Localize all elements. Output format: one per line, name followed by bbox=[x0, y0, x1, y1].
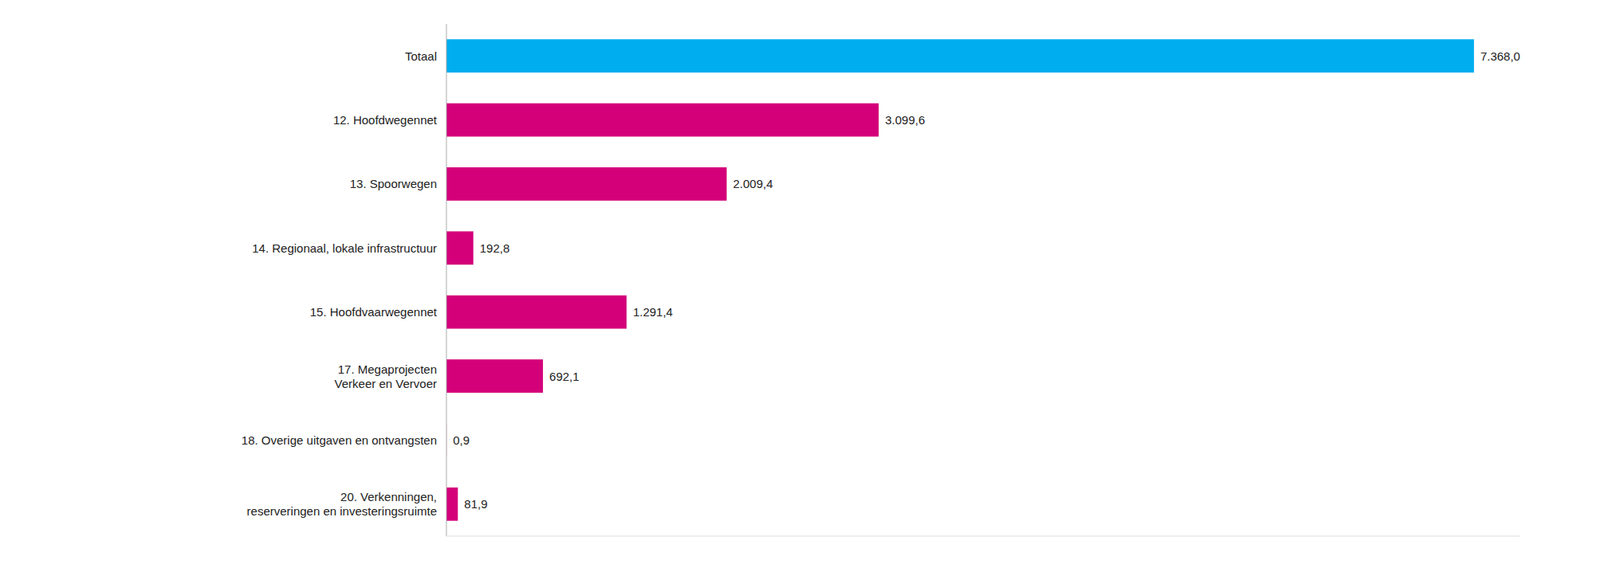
bar bbox=[446, 231, 474, 265]
category-label: 14. Regionaal, lokale infrastructuur bbox=[251, 241, 437, 256]
category-label: Totaal bbox=[404, 49, 437, 63]
data-label: 3.099,6 bbox=[884, 113, 925, 127]
data-label: 7.368,0 bbox=[1480, 49, 1521, 63]
bar bbox=[446, 167, 728, 201]
data-label: 81,9 bbox=[463, 497, 488, 512]
category-label-line: reserveringen en investeringsruimte bbox=[247, 504, 437, 519]
category-label: 13. Spoorwegen bbox=[349, 176, 437, 191]
category-label-line: Verkeer en Vervoer bbox=[334, 377, 437, 391]
category-label: 20. Verkenningen,reserveringen en invest… bbox=[247, 490, 437, 519]
category-label-line: 13. Spoorwegen bbox=[349, 176, 437, 191]
category-label: 18. Overige uitgaven en ontvangsten bbox=[241, 433, 437, 448]
chart: Totaal 7.368,0 12. Hoofdwegennet 3.099,6 13.… bbox=[0, 0, 1600, 568]
bars bbox=[446, 39, 1475, 521]
labels: Totaal 7.368,0 12. Hoofdwegennet 3.099,6 13.… bbox=[241, 49, 1521, 519]
category-label: 17. MegaprojectenVerkeer en Vervoer bbox=[334, 362, 437, 391]
category-label-line: 14. Regionaal, lokale infrastructuur bbox=[251, 241, 437, 256]
category-label-line: 18. Overige uitgaven en ontvangsten bbox=[241, 433, 437, 448]
bar bbox=[446, 359, 543, 394]
bar bbox=[446, 103, 879, 138]
data-label: 192,8 bbox=[479, 241, 511, 256]
bar bbox=[446, 39, 1475, 73]
bar bbox=[446, 295, 627, 330]
category-label: 15. Hoofdvaarwegennet bbox=[310, 305, 438, 319]
bar bbox=[446, 487, 458, 522]
data-label: 2.009,4 bbox=[733, 176, 774, 191]
data-label: 0,9 bbox=[452, 433, 470, 448]
category-label-line: Totaal bbox=[404, 49, 437, 63]
data-label: 692,1 bbox=[549, 369, 580, 384]
category-label-line: 20. Verkenningen, bbox=[340, 490, 437, 504]
category-label-line: 12. Hoofdwegennet bbox=[333, 113, 438, 127]
axis-line bbox=[446, 23, 448, 537]
category-label: 12. Hoofdwegennet bbox=[333, 113, 438, 127]
category-label-line: 17. Megaprojecten bbox=[338, 362, 437, 377]
category-label-line: 15. Hoofdvaarwegennet bbox=[310, 305, 438, 319]
value-axis-line bbox=[446, 536, 1521, 538]
data-label: 1.291,4 bbox=[632, 305, 673, 319]
